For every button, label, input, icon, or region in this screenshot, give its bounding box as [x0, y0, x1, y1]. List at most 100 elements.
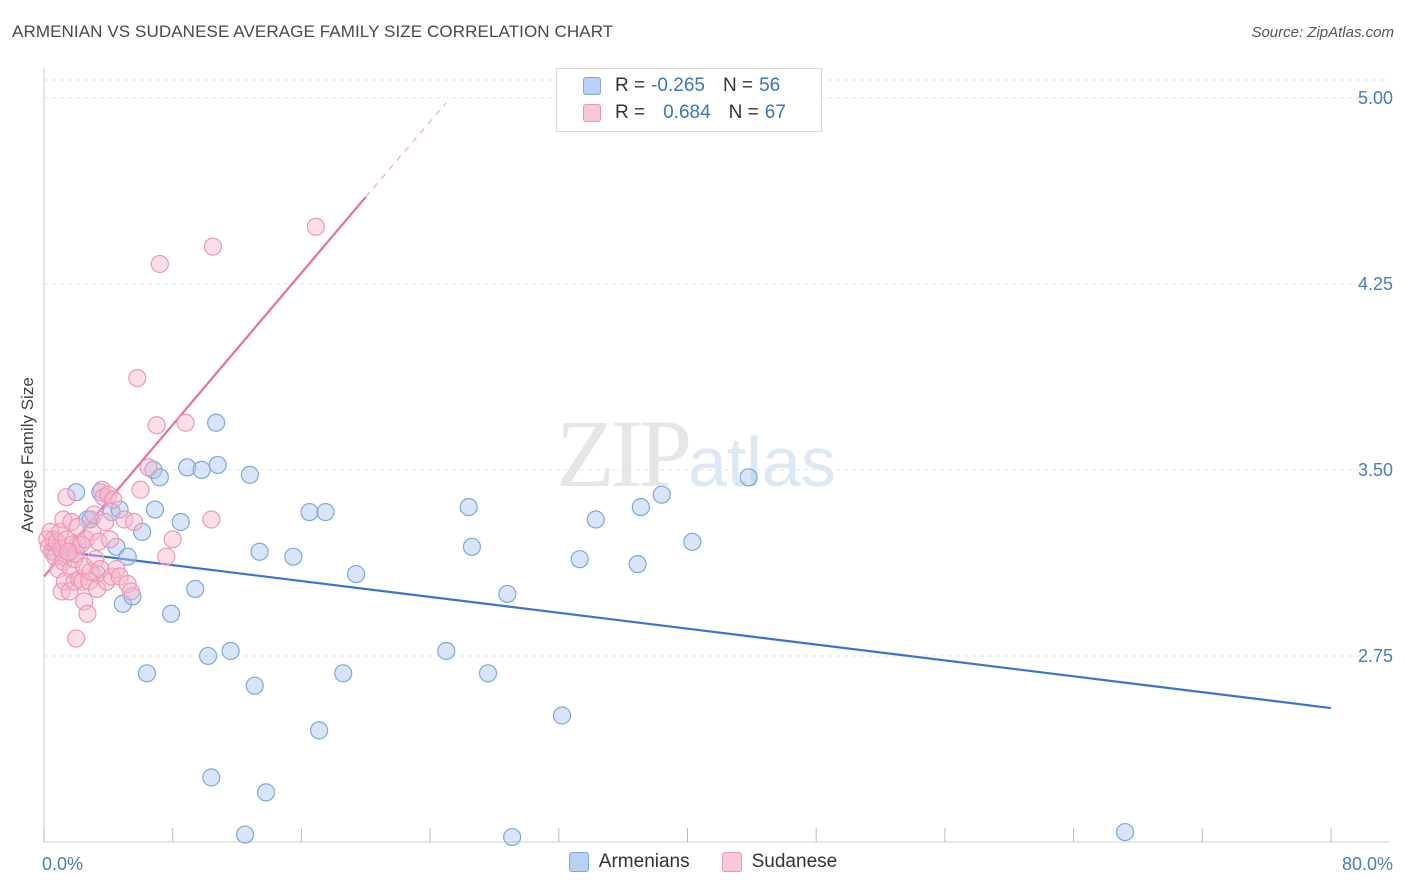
point-armenians	[118, 547, 137, 566]
point-armenians	[245, 676, 264, 695]
point-armenians	[137, 664, 157, 683]
legend-n-label: N =	[728, 102, 759, 123]
point-sudanese	[89, 532, 108, 551]
source-label: Source: ZipAtlas.com	[1251, 24, 1394, 41]
point-armenians	[437, 641, 456, 661]
y-tick-label: 3.50	[1358, 460, 1393, 480]
legend-r-label: R =	[615, 102, 646, 123]
point-sudanese	[157, 547, 176, 566]
legend-swatch-armenians	[568, 852, 589, 872]
point-armenians	[240, 465, 260, 484]
point-armenians	[178, 458, 197, 477]
point-armenians	[300, 502, 319, 522]
x-tick-label: 0.0%	[42, 854, 83, 874]
point-sudanese	[78, 604, 97, 623]
point-armenians	[161, 604, 181, 623]
series-legend: Armenians Sudanese	[0, 851, 1406, 873]
point-sudanese	[104, 490, 123, 509]
point-armenians	[221, 641, 240, 661]
point-armenians	[202, 768, 221, 787]
point-armenians	[346, 564, 366, 584]
point-armenians	[478, 664, 498, 683]
point-armenians	[316, 502, 335, 522]
point-armenians	[171, 512, 190, 532]
point-armenians	[186, 579, 205, 599]
point-sudanese	[100, 530, 120, 549]
point-armenians	[631, 497, 650, 517]
point-armenians	[207, 413, 226, 432]
point-armenians	[1115, 822, 1135, 842]
point-sudanese	[67, 629, 86, 648]
legend-swatch-sudanese	[583, 104, 601, 122]
point-armenians	[250, 542, 269, 561]
point-sudanese	[124, 512, 144, 532]
watermark-atlas: atlas	[688, 423, 836, 501]
point-sudanese	[87, 579, 107, 599]
point-armenians	[110, 500, 129, 519]
point-armenians	[628, 555, 647, 574]
point-sudanese	[139, 458, 158, 477]
legend-n-value: 56	[759, 75, 781, 96]
legend-swatch-sudanese	[721, 852, 742, 872]
point-sudanese	[96, 512, 115, 532]
point-armenians	[739, 468, 758, 487]
point-armenians	[284, 547, 303, 566]
grid-lines	[44, 79, 1390, 657]
legend-swatch-armenians	[583, 77, 601, 95]
point-sudanese	[57, 488, 76, 507]
point-armenians	[198, 646, 218, 666]
axis-labels: 2.75 3.50 4.25 5.00 0.0% 80.0% Average Family …	[18, 88, 1393, 874]
legend-r-label: R =	[615, 75, 646, 96]
point-armenians	[498, 584, 517, 604]
axes	[43, 68, 1390, 843]
point-armenians	[462, 537, 482, 556]
legend-label-armenians: Armenians	[598, 851, 690, 872]
point-armenians	[67, 483, 86, 502]
point-armenians	[586, 510, 605, 529]
x-tick-label: 80.0%	[1342, 854, 1393, 874]
point-sudanese	[176, 413, 195, 432]
legend-row-armenians: R = -0.265 N = 56	[583, 73, 780, 99]
trend-lines	[43, 102, 1332, 710]
point-sudanese	[163, 530, 182, 549]
y-tick-label: 5.00	[1358, 88, 1393, 108]
point-armenians	[256, 783, 276, 802]
y-axis-label: Average Family Size	[18, 377, 37, 533]
trend-line-armenians	[43, 548, 1332, 710]
legend-item-sudanese[interactable]: Sudanese	[721, 851, 838, 873]
point-armenians	[652, 485, 671, 504]
point-armenians	[309, 721, 329, 740]
point-sudanese	[150, 254, 169, 274]
point-sudanese	[203, 237, 223, 256]
legend-n-value: 67	[764, 102, 786, 123]
point-sudanese	[60, 582, 79, 601]
correlation-legend: R = -0.265 N = 56 R = 0.684 N = 67	[556, 68, 822, 132]
point-armenians	[334, 664, 353, 683]
watermark: ZIPatlas	[556, 398, 836, 509]
point-armenians	[552, 706, 572, 725]
point-armenians	[144, 460, 163, 479]
point-armenians	[570, 550, 589, 569]
legend-r-value: 0.684	[663, 102, 711, 123]
trend-line-sudanese	[43, 196, 367, 578]
legend-label-sudanese: Sudanese	[751, 851, 838, 872]
point-armenians	[192, 460, 211, 479]
point-sudanese	[202, 510, 221, 529]
chart-title: ARMENIAN VS SUDANESE AVERAGE FAMILY SIZE…	[12, 22, 614, 41]
data-points	[38, 217, 1135, 847]
legend-row-sudanese: R = 0.684 N = 67	[583, 100, 786, 126]
legend-n-label: N =	[722, 75, 754, 96]
point-sudanese	[99, 485, 118, 504]
point-sudanese	[128, 368, 147, 388]
trend-line-sudanese-extension	[365, 102, 447, 198]
point-armenians	[459, 497, 478, 517]
point-sudanese	[59, 542, 78, 561]
point-armenians	[235, 825, 255, 844]
legend-item-armenians[interactable]: Armenians	[568, 851, 690, 873]
point-sudanese	[131, 480, 150, 499]
point-sudanese	[147, 416, 166, 435]
point-sudanese	[86, 550, 105, 569]
point-armenians	[683, 532, 702, 551]
point-armenians	[208, 455, 227, 475]
